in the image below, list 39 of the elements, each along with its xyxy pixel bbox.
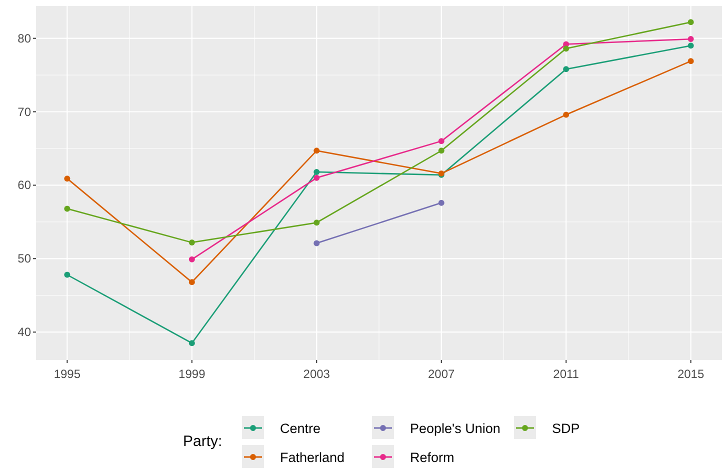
point — [438, 148, 444, 154]
y-tick-label: 70 — [18, 104, 32, 119]
point — [438, 138, 444, 144]
point — [314, 174, 320, 181]
point — [563, 112, 570, 118]
legend-label: Fatherland — [280, 450, 345, 465]
x-tick-label: 1999 — [178, 367, 206, 381]
x-tick-label: 2011 — [553, 367, 580, 381]
x-tick-label: 2003 — [303, 367, 330, 381]
point — [188, 279, 195, 286]
point — [188, 340, 195, 346]
x-tick-label: 1995 — [54, 367, 81, 381]
y-tick-label: 80 — [18, 31, 32, 46]
point — [563, 46, 570, 52]
legend-title: Party: — [183, 433, 222, 450]
point — [64, 176, 70, 182]
legend-label: SDP — [552, 421, 580, 436]
point — [64, 206, 70, 212]
point — [688, 19, 694, 26]
point — [314, 168, 320, 175]
point — [688, 58, 694, 64]
point — [314, 240, 320, 246]
x-tick-label: 2015 — [677, 367, 704, 381]
legend-label: Reform — [410, 450, 454, 465]
legend-label: People's Union — [410, 421, 500, 436]
point — [688, 36, 694, 42]
point — [188, 239, 195, 246]
x-tick-label: 2007 — [428, 367, 456, 381]
point — [438, 200, 444, 206]
point — [188, 256, 195, 262]
y-tick-label: 50 — [18, 252, 32, 266]
point — [688, 42, 694, 49]
point — [563, 66, 570, 72]
y-tick-label: 40 — [18, 325, 32, 340]
point — [314, 220, 320, 226]
y-tick-label: 60 — [18, 178, 32, 192]
point — [314, 148, 320, 154]
point — [64, 272, 70, 278]
legend-label: Centre — [280, 421, 321, 436]
